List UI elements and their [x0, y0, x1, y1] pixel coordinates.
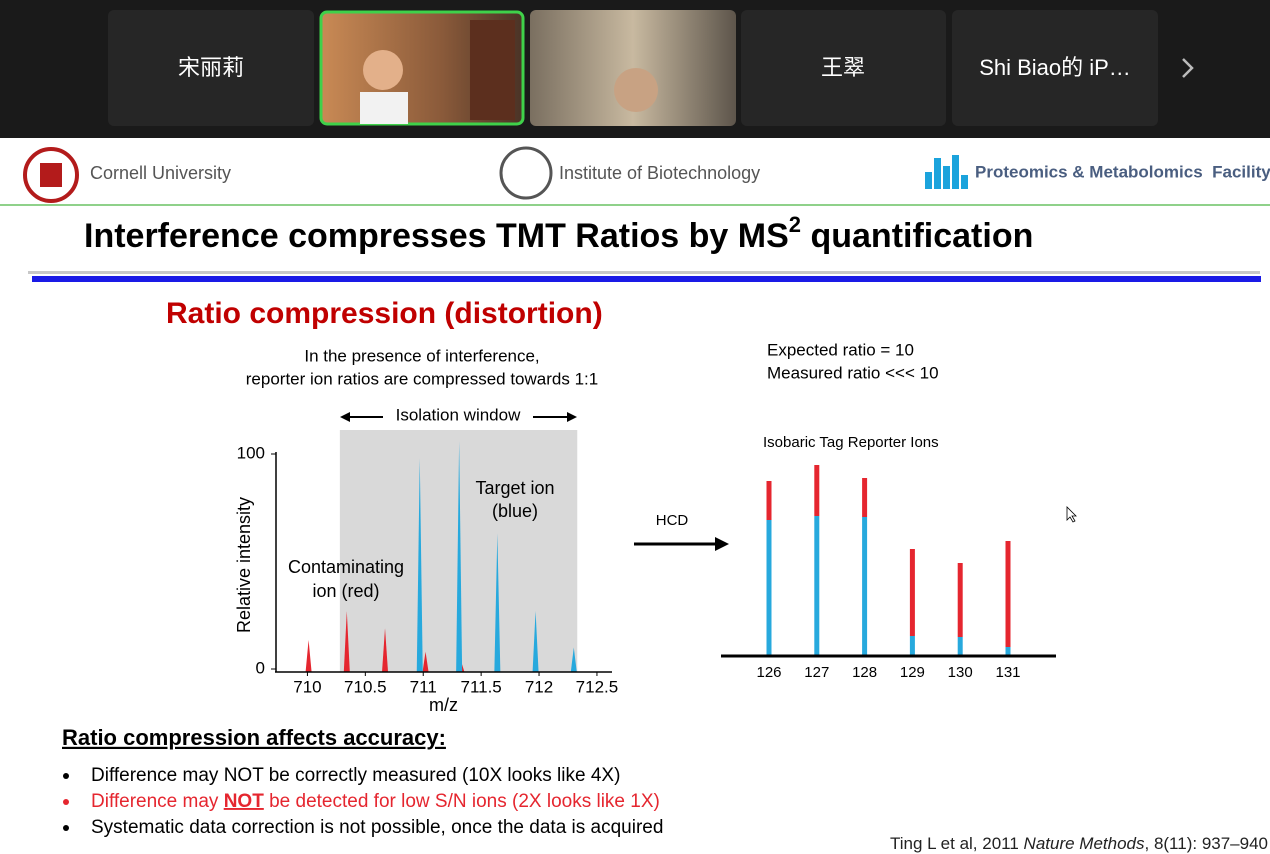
logo-text: Proteomics & Metabolomics Facility: [975, 162, 1270, 181]
slide: [0, 138, 1270, 854]
person: [363, 50, 403, 90]
peak: [382, 628, 389, 672]
title-rule: [28, 271, 1260, 274]
facility-logo: [925, 155, 968, 189]
bar-segment: [862, 517, 868, 656]
bar-segment: [814, 516, 820, 656]
bar-segment: [766, 520, 772, 656]
arrowhead: [340, 412, 350, 422]
bullet: [63, 825, 69, 831]
bullet-text: Difference may NOT be detected for low S…: [91, 791, 660, 812]
logo-text: Institute of Biotechnology: [559, 163, 760, 183]
x-tick-label: 128: [852, 664, 877, 681]
header-rule: [0, 204, 1270, 206]
bar-segment: [909, 636, 915, 656]
isolation-label: Isolation window: [396, 405, 521, 424]
subtitle: Ratio compression (distortion): [166, 297, 603, 330]
peak: [416, 458, 423, 672]
annotation: Contaminating: [288, 557, 404, 577]
y-tick-label: 0: [256, 658, 265, 677]
bullet-text: Systematic data correction is not possib…: [91, 817, 663, 838]
x-tick-label: 127: [804, 664, 829, 681]
caption: reporter ion ratios are compressed towar…: [246, 369, 598, 388]
x-tick-label: 711: [410, 677, 437, 696]
logo-text: Cornell University: [90, 163, 231, 183]
y-axis-label: Relative intensity: [234, 497, 254, 633]
hcd-label: HCD: [656, 512, 689, 529]
peak: [422, 651, 429, 672]
bullet-text: Difference may NOT be correctly measured…: [91, 765, 620, 786]
citation: Ting L et al, 2011 Nature Methods, 8(11)…: [890, 834, 1268, 853]
text-run: Difference may: [91, 791, 224, 812]
x-tick-label: 131: [995, 664, 1020, 681]
video-tile[interactable]: [530, 10, 736, 126]
bookshelf: [470, 20, 515, 120]
bar-segment: [814, 465, 820, 516]
text-run: NOT: [224, 791, 265, 812]
accuracy-heading: Ratio compression affects accuracy:: [62, 725, 446, 750]
next-arrow[interactable]: [1182, 58, 1194, 78]
tile[interactable]: [741, 10, 946, 126]
bar-segment: [909, 549, 915, 636]
tile[interactable]: [952, 10, 1158, 126]
cornell-seal: [40, 163, 62, 187]
text-run: Systematic data correction is not possib…: [91, 817, 663, 838]
annotation: Target ion: [475, 478, 554, 498]
peak: [494, 533, 501, 672]
bullet: [63, 799, 69, 805]
bar-segment: [1005, 647, 1011, 656]
ratio-text: Measured ratio <<< 10: [767, 363, 939, 382]
caption: In the presence of interference,: [304, 346, 539, 365]
person: [614, 68, 658, 112]
annotation: ion (red): [312, 581, 379, 601]
x-tick-label: 710.5: [344, 677, 387, 696]
bar-segment: [766, 481, 772, 520]
bar-segment: [957, 563, 963, 637]
bar-segment: [1005, 541, 1011, 647]
tile-name: 王翠: [821, 55, 865, 80]
x-axis-label: m/z: [429, 695, 458, 715]
arrowhead: [567, 412, 577, 422]
peak: [305, 639, 312, 672]
bar-segment: [862, 478, 868, 517]
y-tick-label: 100: [237, 443, 265, 462]
x-tick-label: 710: [293, 677, 321, 696]
x-tick-label: 129: [900, 664, 925, 681]
reporter-title: Isobaric Tag Reporter Ions: [763, 434, 939, 451]
x-tick-label: 126: [756, 664, 781, 681]
peak: [532, 610, 539, 672]
arrowhead: [715, 537, 729, 551]
annotation: (blue): [492, 501, 538, 521]
text-run: Difference may NOT be correctly measured…: [91, 765, 620, 786]
peak: [343, 610, 350, 672]
text-run: be detected for low S/N ions (2X looks l…: [264, 791, 660, 812]
slide-title: Interference compresses TMT Ratios by MS…: [84, 212, 1033, 255]
cursor: [1066, 506, 1077, 523]
tile[interactable]: [108, 10, 314, 126]
bullet: [63, 773, 69, 779]
tile-name: Shi Biao的 iP…: [979, 55, 1131, 80]
x-tick-label: 130: [948, 664, 973, 681]
peak: [570, 647, 577, 672]
bar-segment: [957, 637, 963, 656]
x-tick-label: 712.5: [576, 677, 619, 696]
title-rule: [32, 276, 1261, 282]
x-tick-label: 711.5: [460, 677, 501, 696]
ratio-text: Expected ratio = 10: [767, 340, 914, 359]
peak: [456, 441, 463, 672]
institute-seal: [499, 146, 553, 200]
tile-name: 宋丽莉: [178, 55, 244, 80]
person: [360, 92, 408, 124]
x-tick-label: 712: [525, 677, 553, 696]
